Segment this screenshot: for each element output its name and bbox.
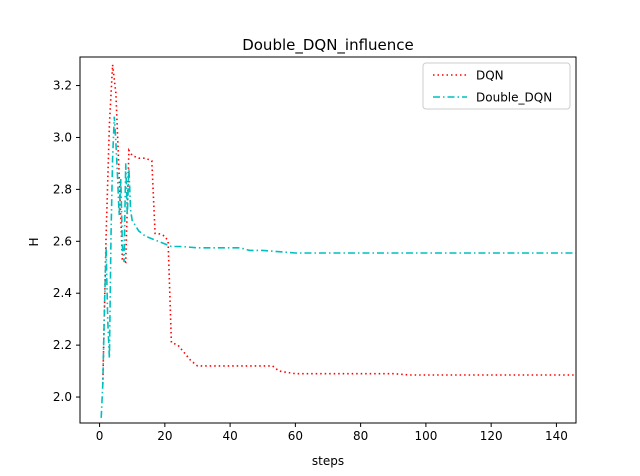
x-tick-label: 80 <box>353 429 368 443</box>
y-axis: 2.0 2.2 2.4 2.6 2.8 3.0 3.2 <box>53 79 80 404</box>
series-line-dqn <box>102 64 576 385</box>
y-tick-label: 2.2 <box>53 338 72 352</box>
x-tick-label: 20 <box>157 429 172 443</box>
x-axis: 0 20 40 60 80 100 120 140 <box>96 423 568 443</box>
y-tick-label: 3.0 <box>53 130 72 144</box>
y-tick-label: 2.8 <box>53 182 72 196</box>
legend: DQN Double_DQN <box>422 62 571 110</box>
plot-frame <box>79 56 577 424</box>
y-tick-label: 2.0 <box>53 390 72 404</box>
x-axis-label: steps <box>312 454 344 468</box>
y-tick-label: 3.2 <box>53 79 72 93</box>
legend-label: DQN <box>476 69 504 83</box>
plot-area <box>100 64 576 418</box>
y-axis-label: H <box>27 237 41 246</box>
legend-label: Double_DQN <box>476 91 552 105</box>
x-tick-label: 120 <box>480 429 503 443</box>
x-tick-label: 40 <box>222 429 237 443</box>
x-tick-label: 140 <box>545 429 568 443</box>
y-tick-label: 2.6 <box>53 234 72 248</box>
x-tick-label: 100 <box>414 429 437 443</box>
x-tick-label: 60 <box>288 429 303 443</box>
chart-title: Double_DQN_influence <box>242 36 414 55</box>
x-tick-label: 0 <box>96 429 104 443</box>
series-line-double-dqn <box>100 116 576 418</box>
y-tick-label: 2.4 <box>53 286 72 300</box>
legend-box <box>422 62 571 110</box>
